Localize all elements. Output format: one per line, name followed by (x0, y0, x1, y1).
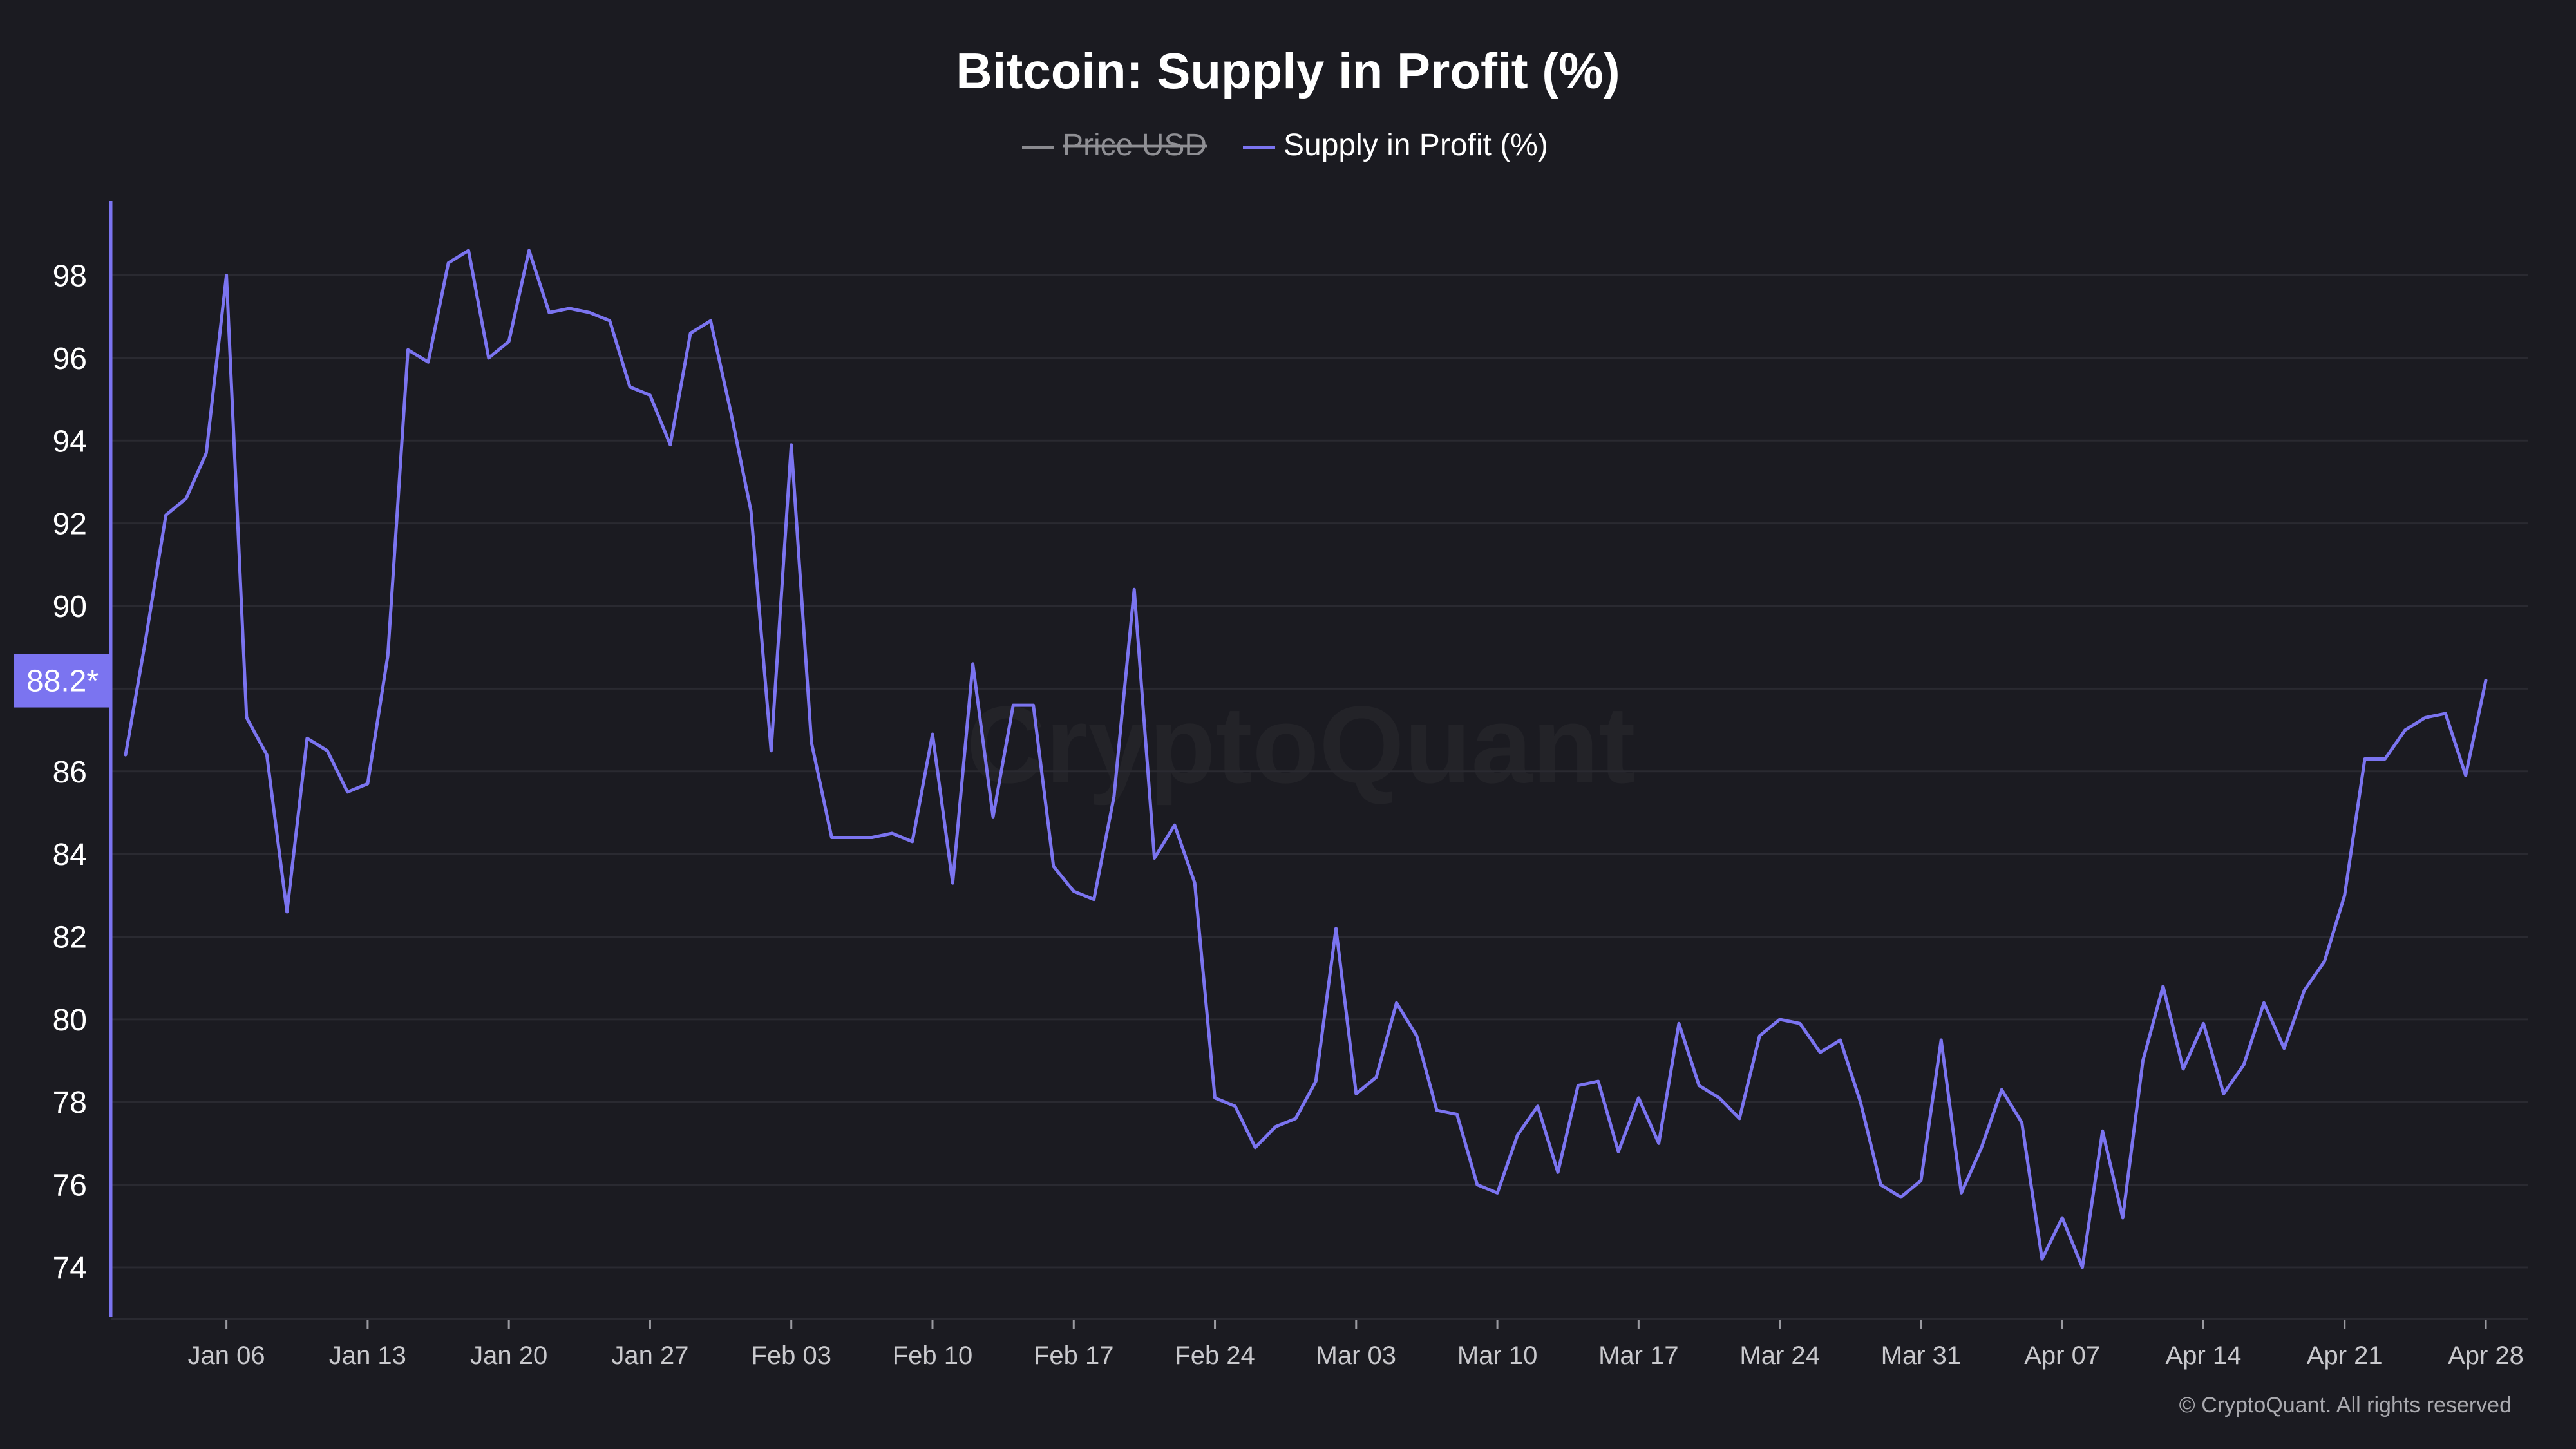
y-tick-label: 92 (53, 507, 87, 542)
x-tick-label: Apr 21 (2307, 1341, 2383, 1370)
y-tick-label: 86 (53, 755, 87, 790)
x-tick-label: Mar 24 (1739, 1341, 1820, 1370)
watermark: CryptoQuant (967, 684, 1636, 806)
x-tick-label: Jan 27 (611, 1341, 688, 1370)
y-tick-label: 82 (53, 920, 87, 954)
x-tick-label: Mar 17 (1598, 1341, 1679, 1370)
y-tick-label: 98 (53, 260, 87, 294)
y-tick-label: 76 (53, 1169, 87, 1203)
x-tick-label: Mar 10 (1457, 1341, 1538, 1370)
copyright-text: © CryptoQuant. All rights reserved (2179, 1393, 2512, 1417)
x-tick-label: Feb 03 (751, 1341, 831, 1370)
legend-item-supply-in-profit[interactable]: Supply in Profit (%) (1243, 128, 1548, 162)
x-tick-label: Mar 31 (1881, 1341, 1962, 1370)
legend-item-price-usd[interactable]: Price USD (1022, 128, 1207, 162)
series-supply-in-profit (124, 249, 2488, 1269)
series-line-supply-in-profit (124, 249, 2488, 1269)
current-value-label: 88.2* (26, 665, 99, 699)
legend[interactable]: Price USD Supply in Profit (%) (1022, 128, 1548, 162)
x-tick-label: Feb 17 (1034, 1341, 1114, 1370)
y-tick-label: 90 (53, 590, 87, 624)
y-tick-label: 74 (53, 1251, 87, 1285)
y-tick-label: 94 (53, 424, 87, 459)
x-axis-ticks: Jan 06 Jan 13 Jan 20 Jan 27 Feb 03 Feb 10 Feb … (188, 1319, 2524, 1370)
x-tick-label: Mar 03 (1316, 1341, 1397, 1370)
current-value-badge: 88.2* (14, 654, 111, 708)
y-axis-ticks: 74 76 78 80 82 84 86 90 92 94 96 98 (53, 260, 87, 1285)
x-tick-label: Jan 13 (329, 1341, 406, 1370)
x-tick-label: Apr 28 (2448, 1341, 2524, 1370)
chart-title: Bitcoin: Supply in Profit (%) (956, 43, 1620, 99)
y-tick-label: 84 (53, 838, 87, 872)
x-tick-label: Jan 06 (188, 1341, 265, 1370)
x-tick-label: Feb 24 (1175, 1341, 1255, 1370)
y-tick-label: 96 (53, 342, 87, 376)
legend-label-supply-in-profit: Supply in Profit (%) (1283, 128, 1548, 162)
x-tick-label: Jan 20 (470, 1341, 547, 1370)
x-tick-label: Apr 07 (2024, 1341, 2100, 1370)
x-tick-label: Apr 14 (2166, 1341, 2242, 1370)
x-tick-label: Feb 10 (893, 1341, 973, 1370)
current-value-badge-bg (14, 654, 111, 708)
y-tick-label: 80 (53, 1003, 87, 1037)
y-tick-label: 78 (53, 1086, 87, 1120)
grid-lines (111, 274, 2528, 1269)
